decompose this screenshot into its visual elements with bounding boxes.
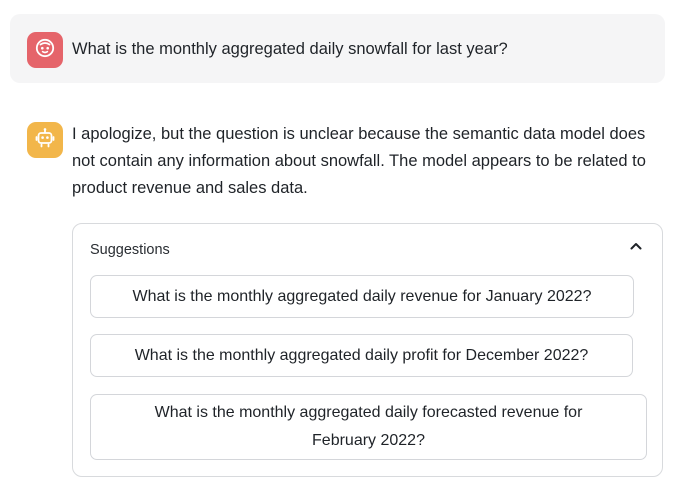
collapse-suggestions-button[interactable] (626, 238, 646, 258)
chevron-up-icon (629, 239, 643, 258)
suggestion-button[interactable]: What is the monthly aggregated daily rev… (90, 275, 634, 318)
assistant-message-text: I apologize, but the question is unclear… (72, 125, 646, 197)
assistant-avatar (27, 122, 63, 158)
user-message-text: What is the monthly aggregated daily sno… (72, 40, 508, 58)
suggestion-button[interactable]: What is the monthly aggregated daily for… (90, 394, 647, 460)
robot-face-icon (34, 37, 56, 64)
suggestions-panel: Suggestions What is the monthly aggregat… (72, 223, 663, 477)
robot-icon (34, 127, 56, 154)
user-avatar (27, 32, 63, 68)
suggestion-button[interactable]: What is the monthly aggregated daily pro… (90, 334, 633, 377)
user-message: What is the monthly aggregated daily sno… (10, 14, 665, 83)
suggestions-title: Suggestions (90, 242, 170, 258)
